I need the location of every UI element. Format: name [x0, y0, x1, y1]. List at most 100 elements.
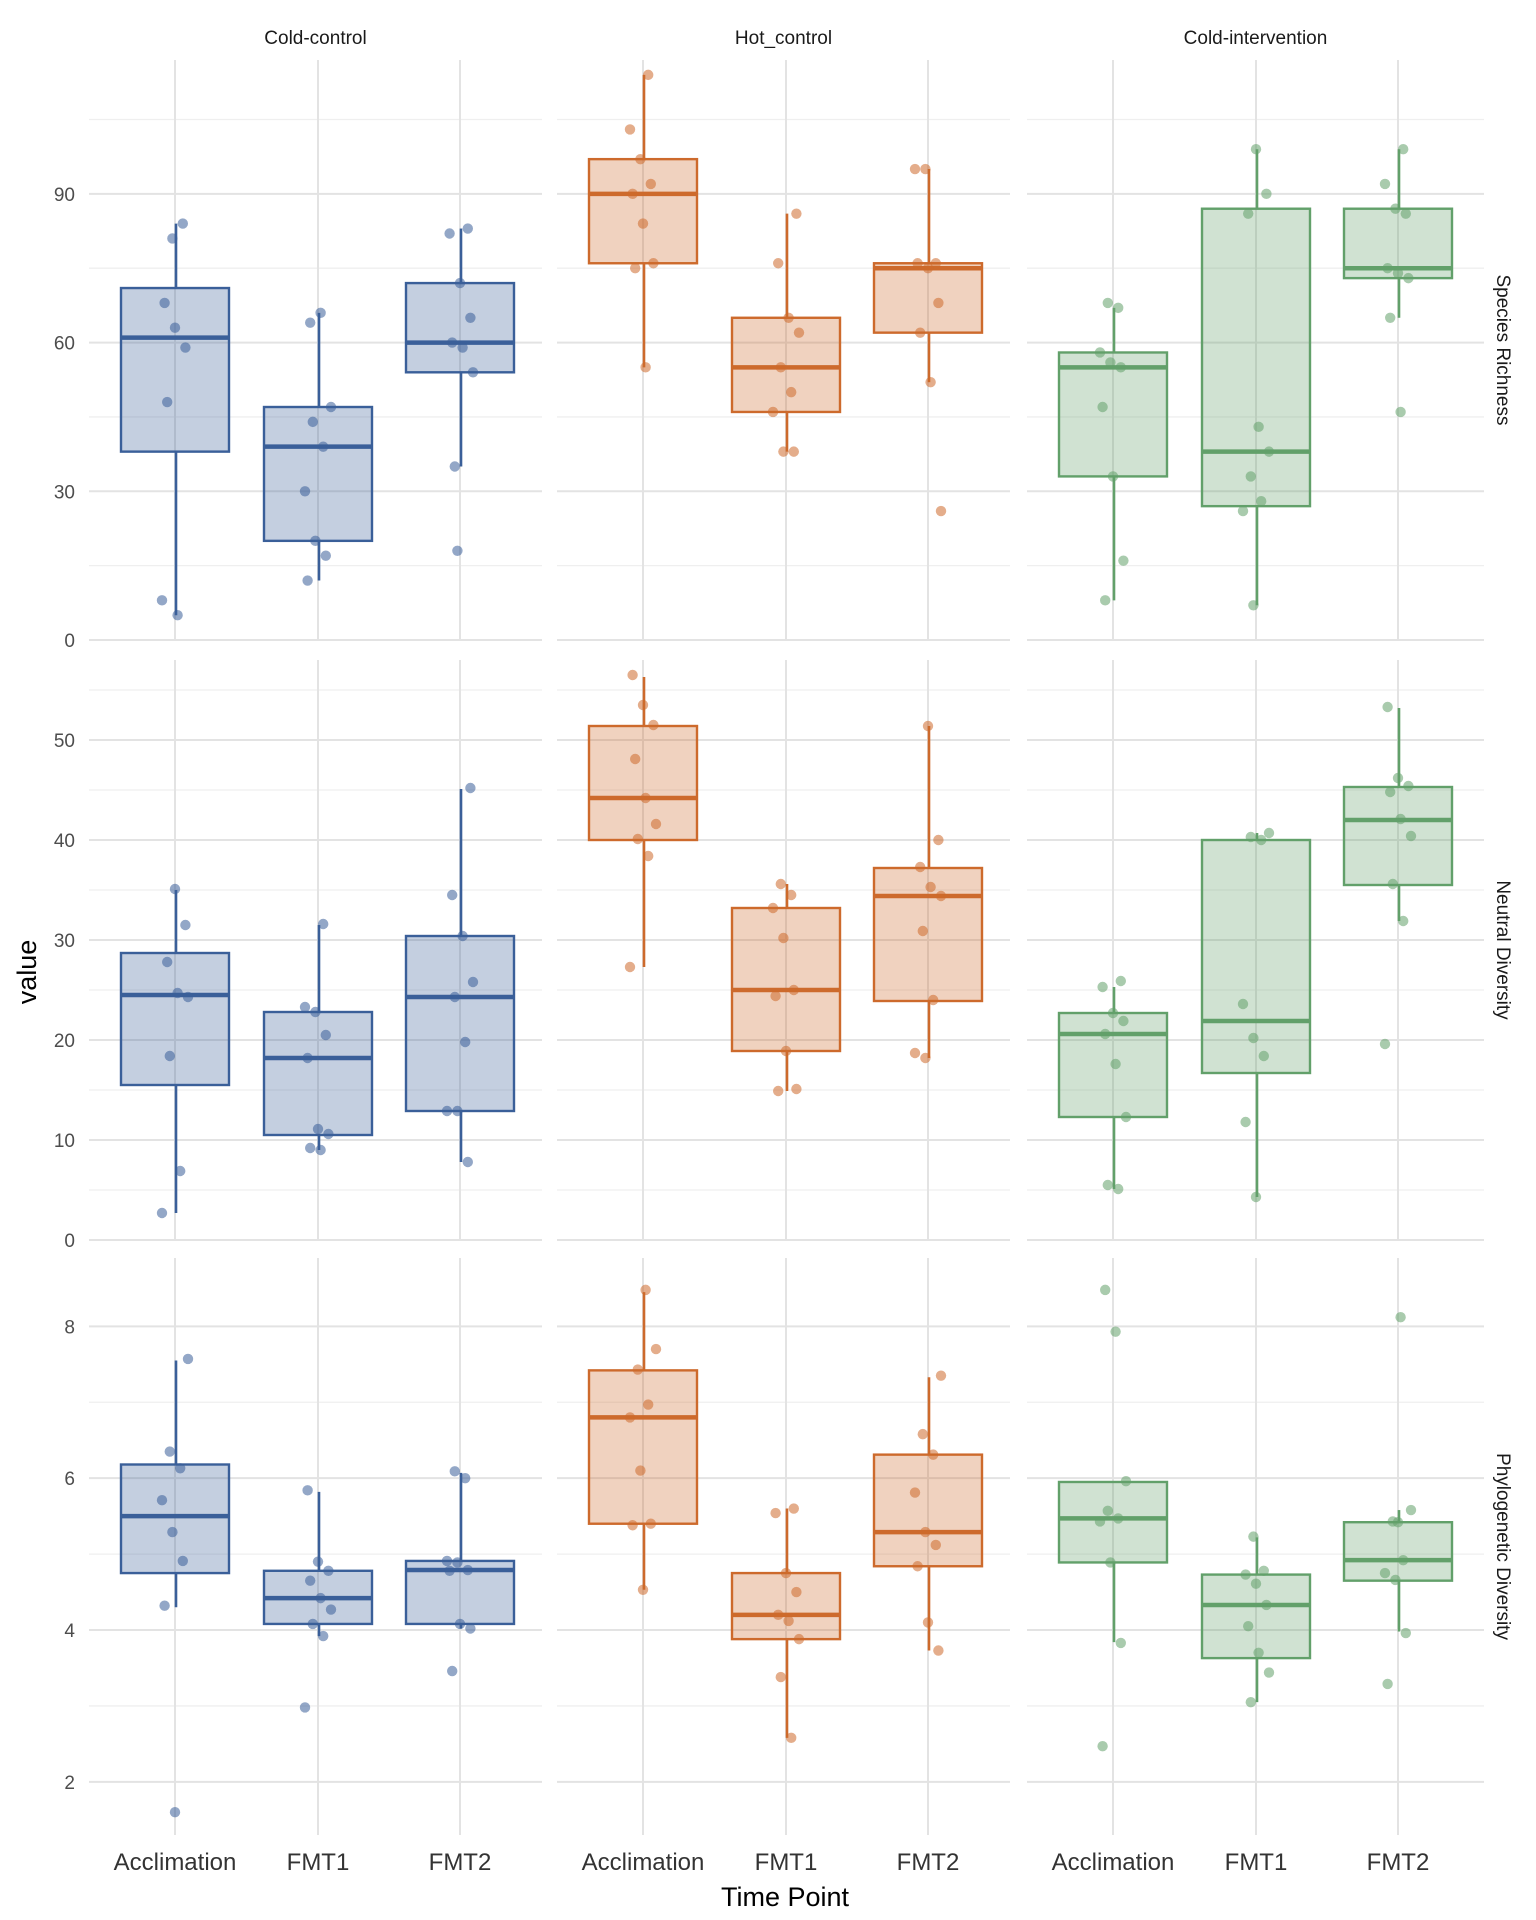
data-point — [452, 1105, 463, 1117]
data-point — [637, 218, 649, 229]
data-point — [1107, 1007, 1119, 1019]
box-iqr — [262, 405, 374, 543]
data-point — [1115, 362, 1127, 373]
data-point — [444, 228, 455, 239]
data-point — [909, 1487, 921, 1498]
data-point — [182, 1353, 194, 1365]
data-point — [307, 416, 318, 428]
box-fmt2 — [872, 1370, 984, 1656]
data-point — [1403, 272, 1414, 284]
data-point — [1102, 1505, 1114, 1517]
data-point — [922, 720, 934, 732]
data-point — [1100, 1284, 1111, 1296]
data-point — [1379, 178, 1391, 190]
data-point — [1263, 827, 1275, 839]
y-tick-label: 30 — [54, 482, 75, 503]
y-tick-label: 0 — [64, 1231, 75, 1252]
data-point — [162, 956, 173, 968]
data-point — [1097, 1740, 1108, 1752]
data-point — [627, 1520, 638, 1531]
data-point — [302, 575, 313, 586]
data-point — [624, 961, 636, 973]
data-point — [180, 919, 191, 931]
data-point — [1102, 1179, 1114, 1191]
data-point — [788, 446, 799, 457]
box-acclimation — [1057, 975, 1169, 1195]
chart-marks — [119, 69, 1454, 1818]
data-point — [307, 1618, 318, 1630]
data-point — [650, 818, 662, 830]
y-tick-label: 2 — [64, 1773, 75, 1794]
data-point — [1118, 1015, 1129, 1027]
box-iqr — [119, 951, 231, 1087]
data-point — [770, 990, 781, 1002]
box-fmt2 — [872, 163, 984, 517]
data-point — [788, 1503, 799, 1514]
data-point — [156, 1207, 168, 1219]
data-point — [773, 1609, 784, 1621]
box-acclimation — [119, 883, 231, 1219]
data-point — [325, 401, 337, 413]
data-point — [167, 1526, 178, 1538]
box-fmt2 — [404, 223, 516, 556]
data-point — [457, 342, 468, 353]
data-point — [449, 461, 460, 472]
data-point — [1094, 347, 1106, 358]
data-point — [1243, 208, 1254, 219]
data-point — [1385, 312, 1396, 323]
strip-label-hot-control: Hot_control — [735, 28, 832, 49]
box-acclimation — [587, 669, 699, 973]
data-point — [467, 367, 479, 378]
data-point — [643, 1399, 654, 1410]
data-point — [1097, 981, 1108, 993]
data-point — [312, 1123, 324, 1135]
data-point — [1263, 446, 1275, 457]
x-tick-label: Acclimation — [1052, 1849, 1175, 1876]
data-point — [1385, 786, 1396, 798]
data-point — [637, 1584, 649, 1595]
data-point — [465, 782, 476, 794]
data-point — [1253, 1647, 1264, 1658]
y-tick-label: 50 — [54, 731, 75, 752]
data-point — [454, 277, 466, 289]
data-point — [632, 1364, 643, 1375]
x-tick-label: FMT1 — [755, 1849, 818, 1876]
y-tick-label: 6 — [64, 1469, 75, 1490]
data-point — [1248, 1531, 1259, 1542]
data-point — [935, 505, 947, 517]
box-iqr — [1200, 207, 1312, 508]
box-acclimation — [1057, 297, 1169, 606]
data-point — [1405, 1504, 1417, 1516]
data-point — [1250, 1191, 1262, 1203]
data-point — [650, 1343, 662, 1355]
data-point — [1110, 1326, 1121, 1337]
data-point — [1379, 1038, 1391, 1050]
box-iqr — [587, 724, 699, 842]
data-point — [1113, 1183, 1124, 1195]
box-iqr — [404, 281, 516, 374]
data-point — [1237, 998, 1249, 1010]
data-point — [933, 297, 944, 309]
data-point — [315, 1144, 326, 1156]
data-point — [177, 218, 188, 229]
data-point — [1120, 1476, 1132, 1487]
data-point — [643, 850, 654, 862]
data-point — [935, 1370, 947, 1381]
box-iqr — [730, 316, 842, 414]
data-point — [1243, 1621, 1254, 1632]
box-iqr — [1057, 351, 1169, 478]
box-fmt1 — [1200, 827, 1312, 1203]
data-point — [933, 1645, 944, 1656]
x-tick-label: FMT1 — [287, 1849, 350, 1876]
data-point — [643, 69, 654, 81]
data-point — [640, 792, 651, 804]
data-point — [467, 976, 479, 988]
data-point — [770, 1507, 781, 1519]
box-fmt1 — [262, 307, 374, 586]
data-point — [917, 1428, 928, 1440]
data-point — [648, 258, 659, 269]
data-point — [635, 1465, 646, 1476]
box-fmt2 — [404, 1466, 516, 1677]
data-point — [462, 223, 473, 234]
data-point — [791, 1083, 802, 1095]
